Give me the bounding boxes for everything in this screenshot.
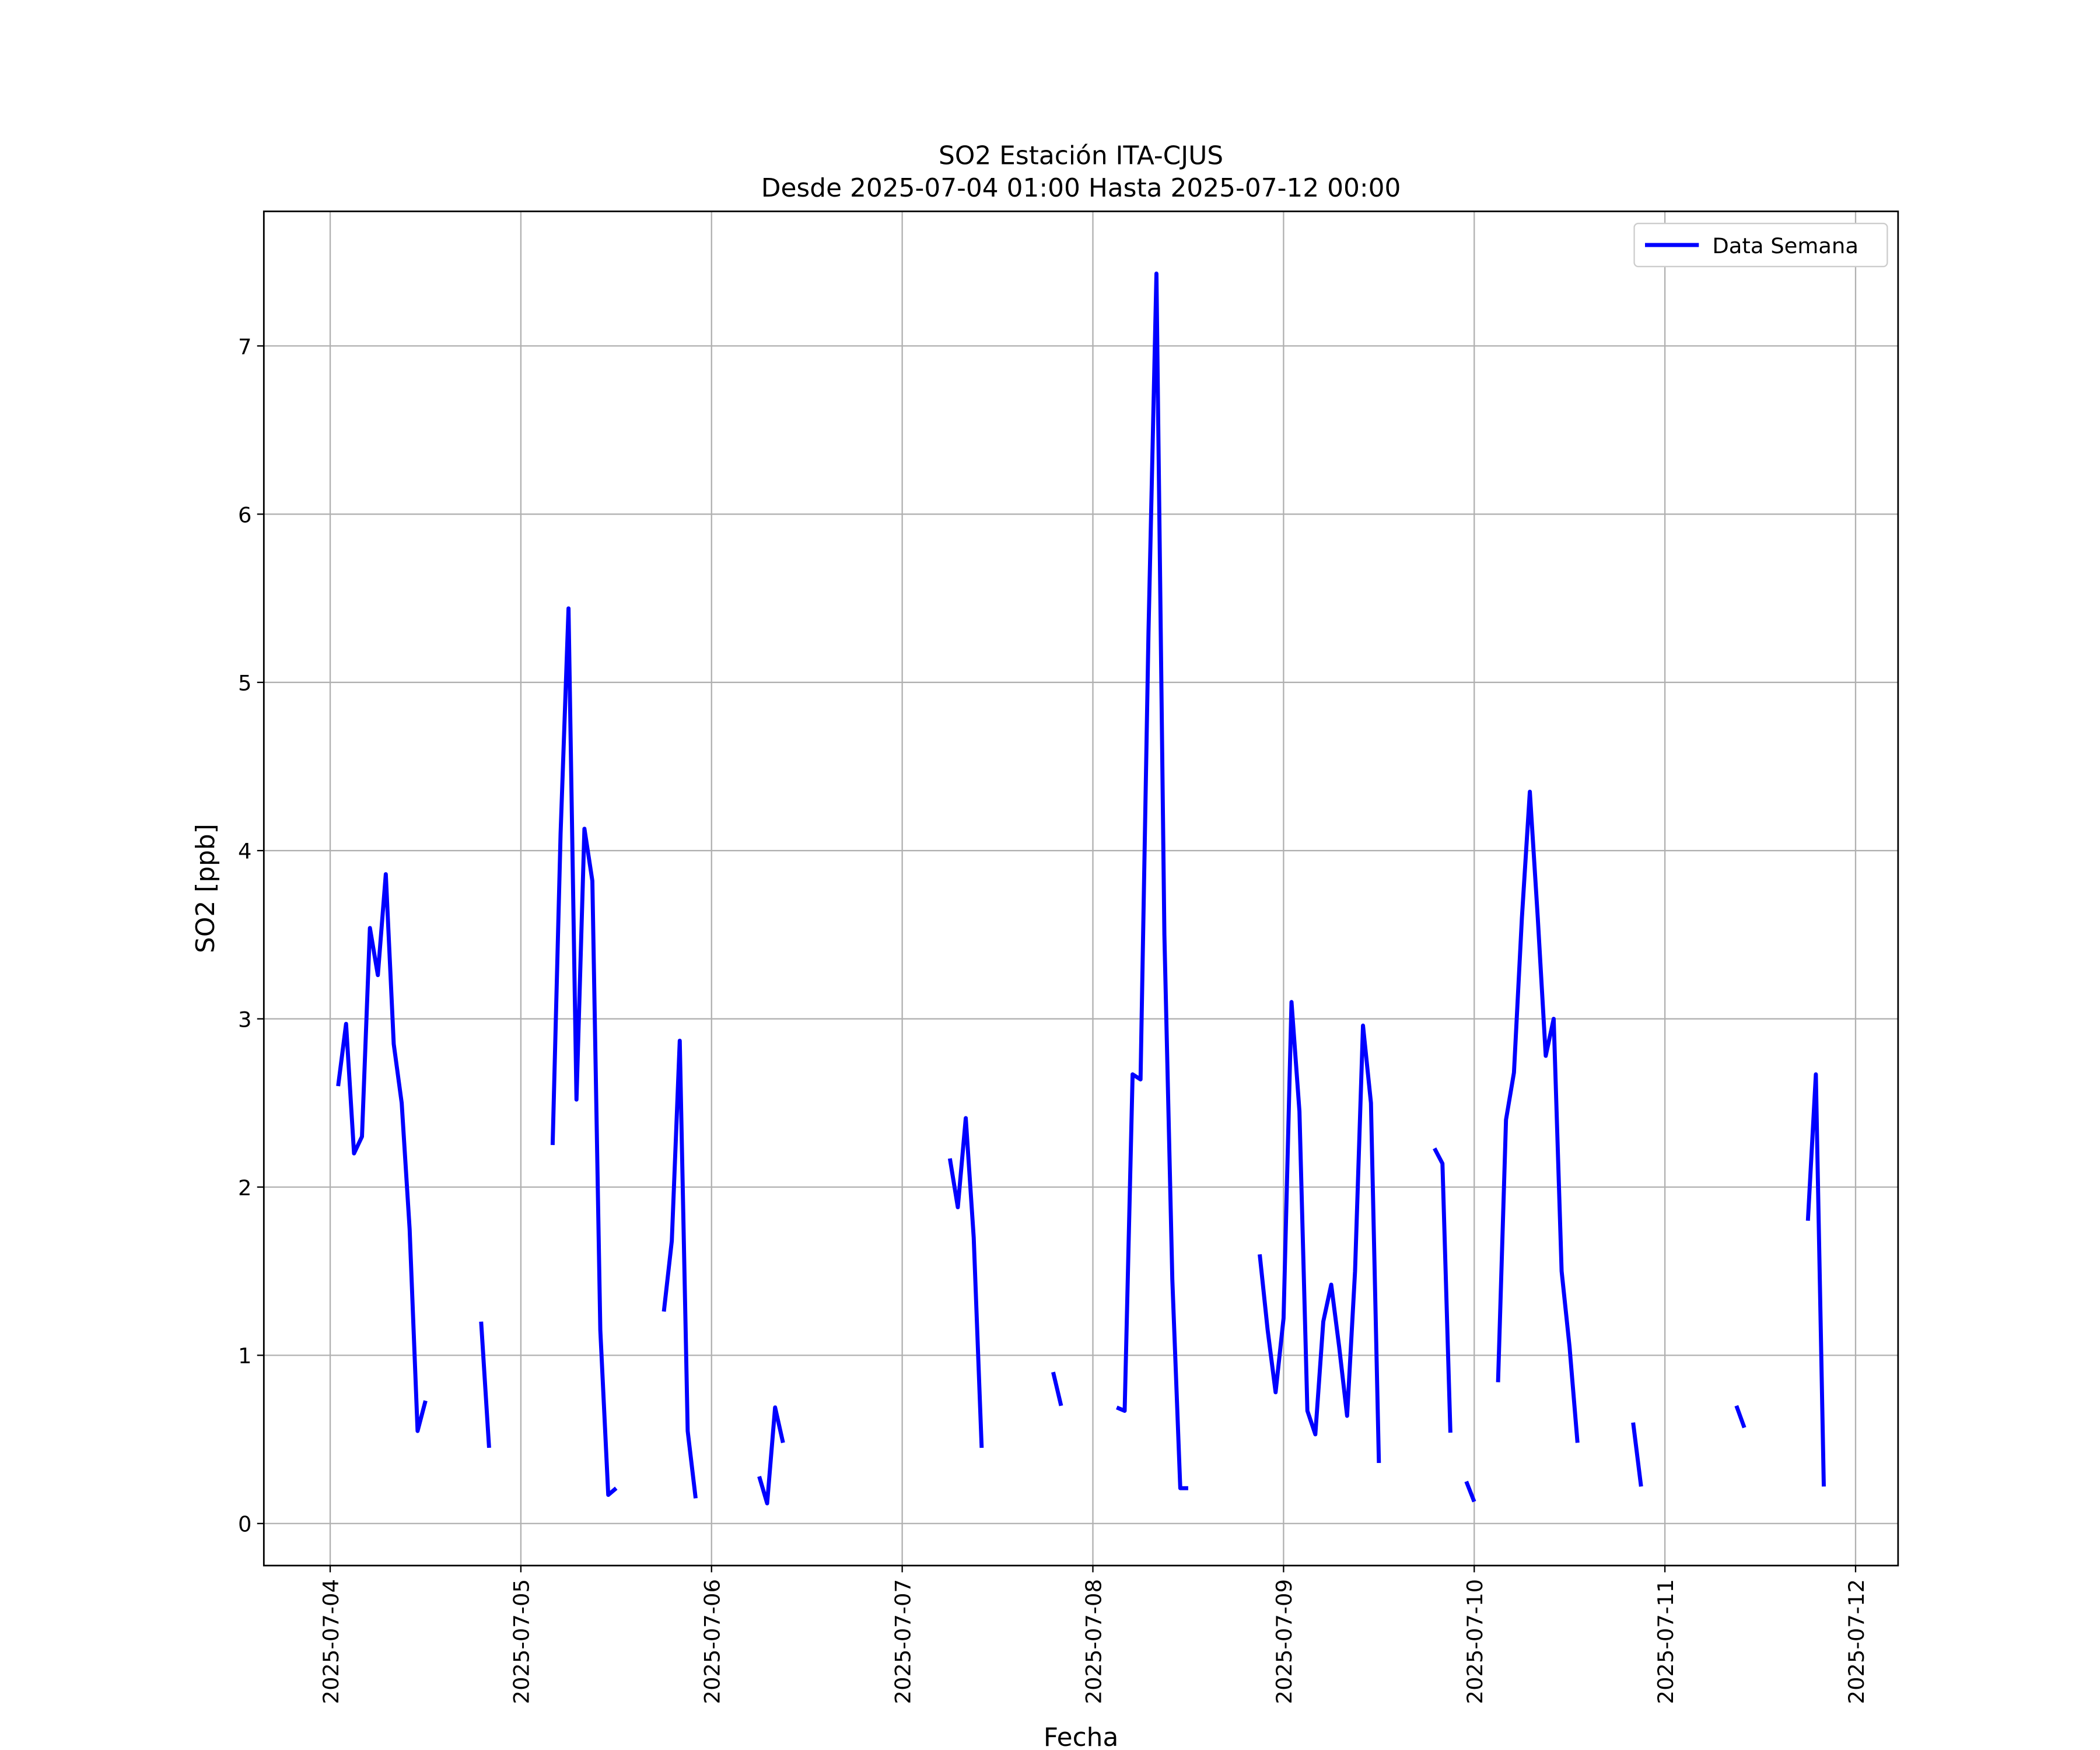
y-tick-label: 3 (238, 1007, 251, 1032)
y-axis-label: SO2 [ppb] (191, 824, 220, 953)
y-tick-label: 1 (238, 1343, 251, 1368)
legend-box (1633, 222, 1888, 268)
x-tick-label: 2025-07-09 (1272, 1579, 1297, 1704)
x-tick-label: 2025-07-08 (1081, 1579, 1106, 1704)
y-tick-label: 6 (238, 502, 251, 527)
y-tick-label: 4 (238, 839, 251, 864)
y-tick-label: 5 (238, 671, 251, 696)
x-tick-label: 2025-07-07 (890, 1579, 915, 1704)
x-tick-label: 2025-07-05 (509, 1579, 534, 1704)
x-tick-label: 2025-07-04 (318, 1579, 344, 1704)
y-tick-label: 7 (238, 334, 251, 359)
chart-subtitle: Desde 2025-07-04 01:00 Hasta 2025-07-12 … (761, 173, 1401, 203)
x-tick-label: 2025-07-12 (1844, 1579, 1869, 1704)
y-tick-label: 2 (238, 1175, 251, 1200)
x-tick-label: 2025-07-11 (1653, 1579, 1678, 1704)
x-axis-label: Fecha (1044, 1723, 1119, 1750)
chart-title: SO2 Estación ITA-CJUS (939, 141, 1223, 171)
x-tick-label: 2025-07-10 (1462, 1579, 1488, 1704)
plot-frame (262, 210, 1899, 1567)
x-tick-label: 2025-07-06 (700, 1579, 725, 1704)
legend-label: Data Semana (1712, 233, 1859, 258)
y-tick-label: 0 (238, 1512, 251, 1537)
data-line (336, 271, 1826, 1506)
